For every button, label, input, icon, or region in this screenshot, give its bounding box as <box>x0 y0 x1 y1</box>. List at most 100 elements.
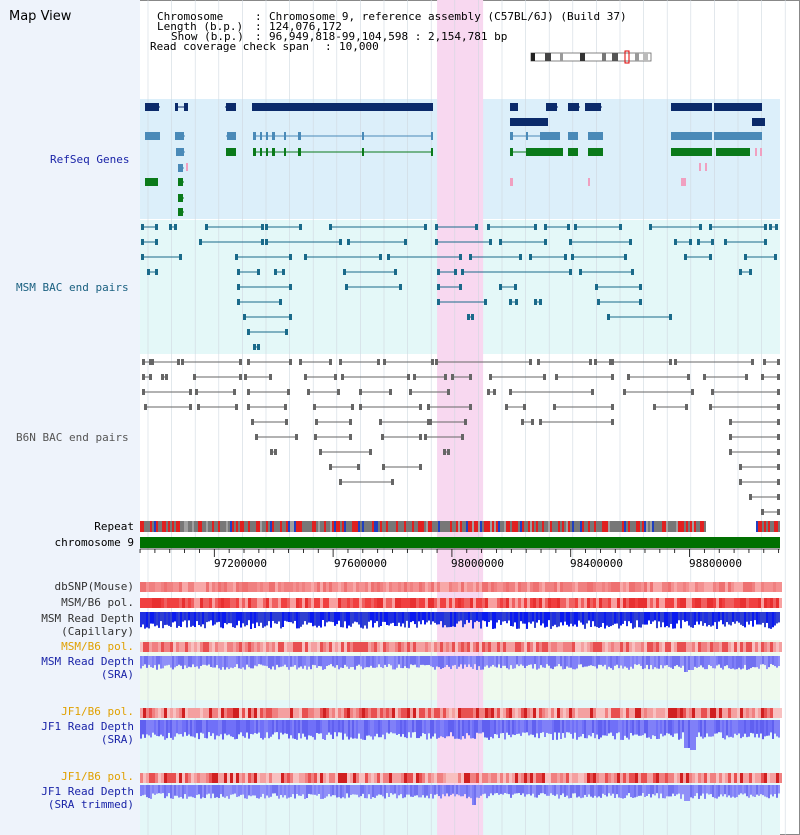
msm-depth-sra-bar <box>314 656 316 666</box>
dbsnp-cell <box>311 582 314 592</box>
repeat-segment <box>414 521 416 532</box>
jf1-depth-sra-bar <box>494 720 496 734</box>
jf1-pol-cell <box>365 708 368 718</box>
msm-pol2-cell <box>230 642 233 652</box>
jf1-pol-cell <box>269 708 272 718</box>
msm-depth-cap-bar <box>430 612 432 625</box>
msm-pol2-cell <box>317 642 320 652</box>
jf1-pol-cell <box>428 708 431 718</box>
track-label-refseq[interactable]: RefSeq Genes <box>50 153 130 166</box>
jf1-depth-sra-bar <box>240 720 242 733</box>
jf1-depth-trim-bar <box>408 785 410 795</box>
track-label-jf1-depth-trim[interactable]: JF1 Read Depth <box>41 785 134 798</box>
repeat-segment <box>598 521 600 532</box>
track-label-chromosome[interactable]: chromosome 9 <box>54 536 134 549</box>
msm-depth-cap-bar <box>252 612 254 624</box>
repeat-segment <box>770 521 772 532</box>
dbsnp-cell <box>314 582 317 592</box>
jf1-pol2-cell <box>140 773 143 783</box>
msm-depth-cap-bar <box>486 612 488 627</box>
msm-depth-cap-bar <box>484 612 486 622</box>
msm-pol-cell <box>209 598 212 608</box>
msm-pol-cell <box>311 598 314 608</box>
jf1-depth-trim-bar <box>426 785 428 796</box>
msm-depth-sra-bar <box>658 656 660 669</box>
jf1-depth-trim-bar <box>728 785 730 796</box>
repeat-segment <box>766 521 768 532</box>
msm-depth-cap-bar <box>544 612 546 628</box>
repeat-segment <box>212 521 214 532</box>
msm-bac-pair-end <box>265 239 268 245</box>
repeat-segment <box>520 521 522 532</box>
dbsnp-cell <box>611 582 614 592</box>
msm-pol-cell <box>368 598 371 608</box>
jf1-pol-cell <box>554 708 557 718</box>
track-label-jf1-pol[interactable]: JF1/B6 pol. <box>61 705 134 718</box>
jf1-depth-trim-bar <box>572 785 574 794</box>
jf1-depth-sra-bar <box>364 720 366 740</box>
jf1-depth-trim-bar <box>214 785 216 798</box>
msm-pol-cell <box>665 598 668 608</box>
track-label-msm-depth-sra[interactable]: MSM Read Depth <box>41 655 134 668</box>
repeat-segment <box>386 521 388 532</box>
msm-pol2-cell <box>200 642 203 652</box>
repeat-segment <box>228 521 230 532</box>
msm-pol-cell <box>383 598 386 608</box>
msm-pol2-cell <box>500 642 503 652</box>
track-label-msm-bac[interactable]: MSM BAC end pairs <box>16 281 129 294</box>
msm-depth-cap-bar <box>150 612 152 624</box>
msm-bac-pair-end <box>564 254 567 260</box>
track-label-jf1-depth-sra[interactable]: JF1 Read Depth <box>41 720 134 733</box>
track-label-msm-pol2[interactable]: MSM/B6 pol. <box>61 640 134 653</box>
b6n-bac-pair-end <box>555 374 558 380</box>
msm-depth-sra-bar <box>172 656 174 670</box>
repeat-segment <box>588 521 590 532</box>
refseq-exon <box>184 103 188 111</box>
jf1-pol-cell <box>656 708 659 718</box>
msm-depth-cap-bar <box>776 612 778 624</box>
msm-depth-sra-bar <box>266 656 268 667</box>
jf1-depth-sra-bar <box>400 720 402 737</box>
msm-depth-cap-bar <box>590 612 592 627</box>
track-label-dbsnp[interactable]: dbSNP(Mouse) <box>54 580 134 593</box>
track-label-msm-depth-cap[interactable]: MSM Read Depth <box>41 612 134 625</box>
msm-pol-cell <box>401 598 404 608</box>
dbsnp-cell <box>254 582 257 592</box>
track-label-msm-pol[interactable]: MSM/B6 pol. <box>61 596 134 609</box>
jf1-pol-cell <box>449 708 452 718</box>
track-label-b6n-bac[interactable]: B6N BAC end pairs <box>16 431 129 444</box>
msm-pol2-cell <box>491 642 494 652</box>
jf1-depth-trim-bar <box>342 785 344 798</box>
repeat-segment <box>692 521 694 532</box>
track-label-jf1-pol2[interactable]: JF1/B6 pol. <box>61 770 134 783</box>
repeat-segment <box>320 521 322 532</box>
msm-depth-cap-bar <box>428 612 430 621</box>
msm-depth-cap-bar <box>362 612 364 629</box>
msm-pol2-cell <box>449 642 452 652</box>
jf1-pol-cell <box>644 708 647 718</box>
msm-depth-cap-bar <box>662 612 664 623</box>
jf1-pol-cell <box>503 708 506 718</box>
jf1-pol-cell <box>239 708 242 718</box>
jf1-depth-sra-bar <box>358 720 360 734</box>
msm-pol2-cell <box>368 642 371 652</box>
track-label-repeat[interactable]: Repeat <box>94 520 134 533</box>
jf1-depth-sra-bar <box>716 720 718 734</box>
jf1-pol2-cell <box>344 773 347 783</box>
msm-depth-sra-bar <box>156 656 158 670</box>
jf1-pol-cell <box>590 708 593 718</box>
repeat-segment <box>236 521 238 532</box>
dbsnp-cell <box>275 582 278 592</box>
repeat-segment <box>284 521 286 532</box>
msm-pol-cell <box>149 598 152 608</box>
jf1-depth-trim-bar <box>562 785 564 794</box>
msm-bac-pair-end <box>437 269 440 275</box>
msm-pol2-cell <box>563 642 566 652</box>
msm-pol-cell <box>770 598 773 608</box>
b6n-bac-pair-end <box>287 389 290 395</box>
msm-bac-pair-end <box>289 254 292 260</box>
jf1-pol2-cell <box>218 773 221 783</box>
msm-depth-sra-bar <box>290 656 292 667</box>
jf1-depth-trim-bar <box>622 785 624 799</box>
